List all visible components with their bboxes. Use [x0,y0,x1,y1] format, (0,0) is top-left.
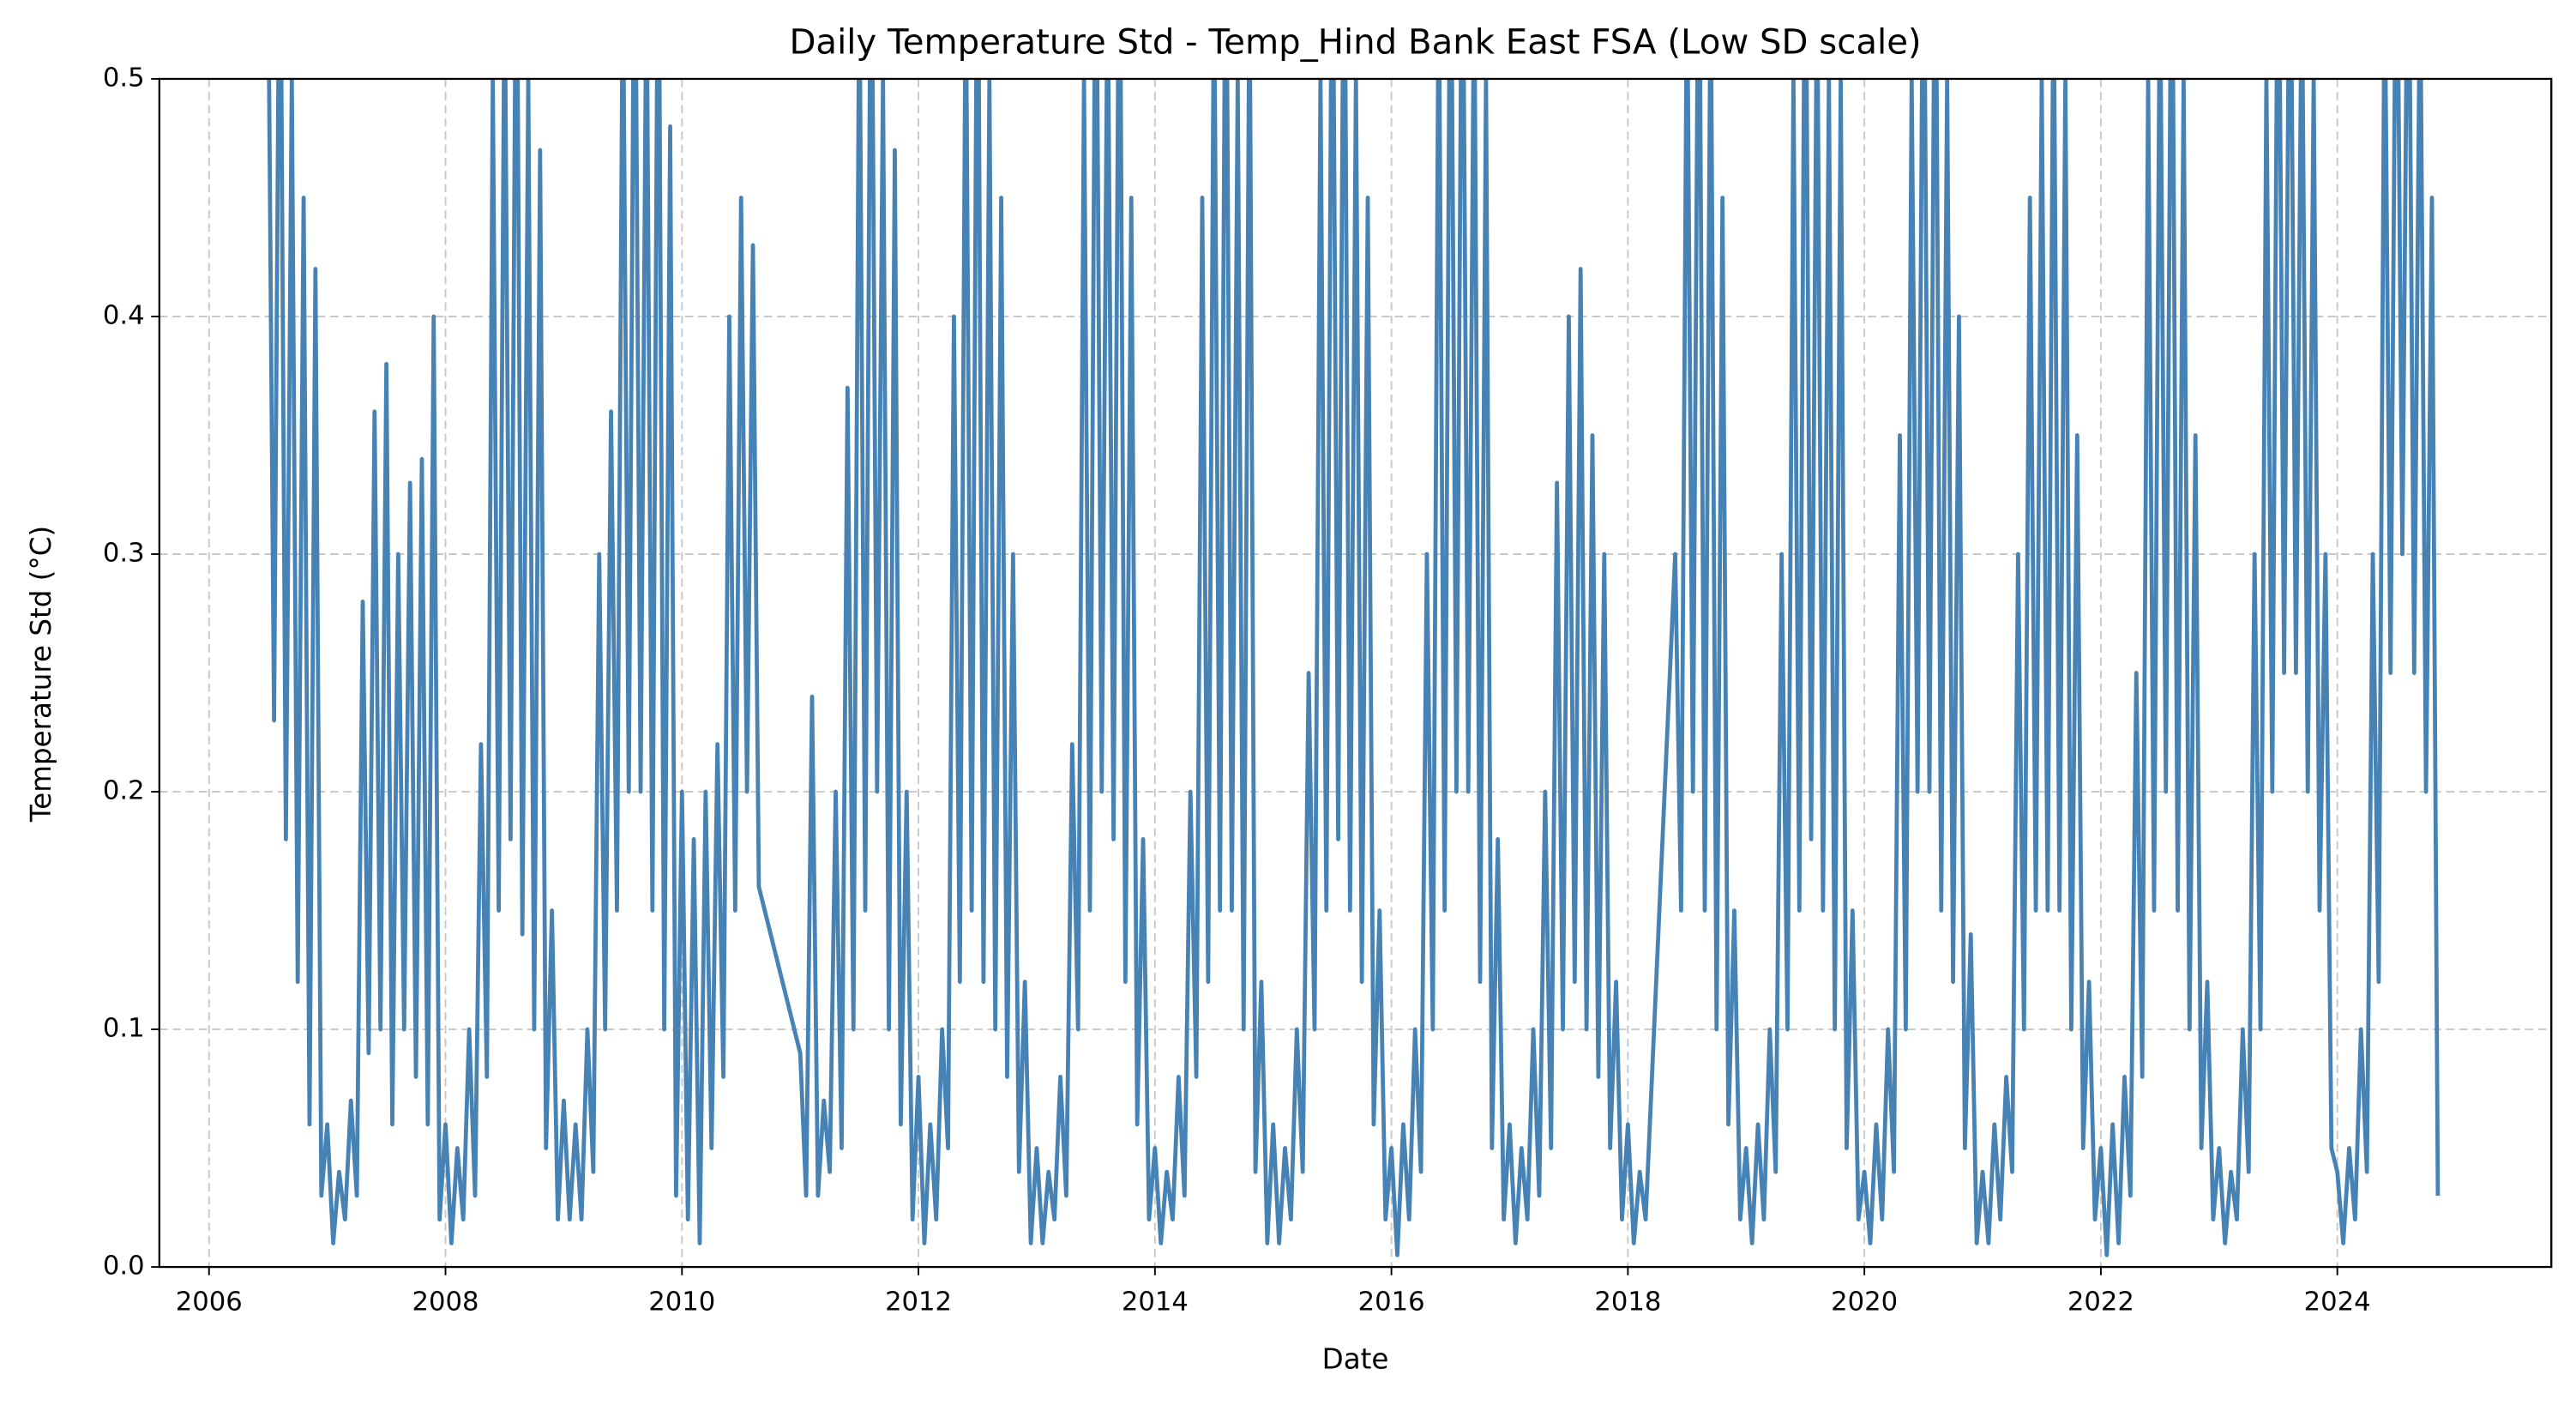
x-tick-label: 2008 [412,1287,479,1318]
x-tick-label: 2020 [1831,1287,1898,1318]
y-tick-label: 0.2 [103,776,145,806]
x-tick-label: 2022 [2067,1287,2134,1318]
y-tick-label: 0.4 [103,300,145,330]
plot-area [267,78,2441,1257]
x-tick-label: 2010 [648,1287,715,1318]
y-tick-label: 0.3 [103,539,145,569]
x-tick-label: 2018 [1594,1287,1661,1318]
chart-title: Daily Temperature Std - Temp_Hind Bank E… [789,23,1921,63]
y-tick-label: 0.0 [103,1251,145,1281]
x-tick-label: 2006 [176,1287,243,1318]
data-line [267,78,2441,1257]
x-tick-label: 2016 [1358,1287,1425,1318]
y-tick-label: 0.1 [103,1014,145,1044]
y-tick-label: 0.5 [103,63,145,93]
x-tick-label: 2014 [1122,1287,1189,1318]
axes-frame [158,77,2553,1269]
y-axis-label: Temperature Std (°C) [25,526,57,823]
x-tick-label: 2024 [2304,1287,2371,1318]
ticks: 0.0 0.1 0.2 0.3 0.4 0.5 2006 2008 2010 2012 2014 20… [103,63,2371,1317]
x-tick-label: 2012 [885,1287,952,1318]
x-axis-label: Date [1322,1342,1389,1375]
